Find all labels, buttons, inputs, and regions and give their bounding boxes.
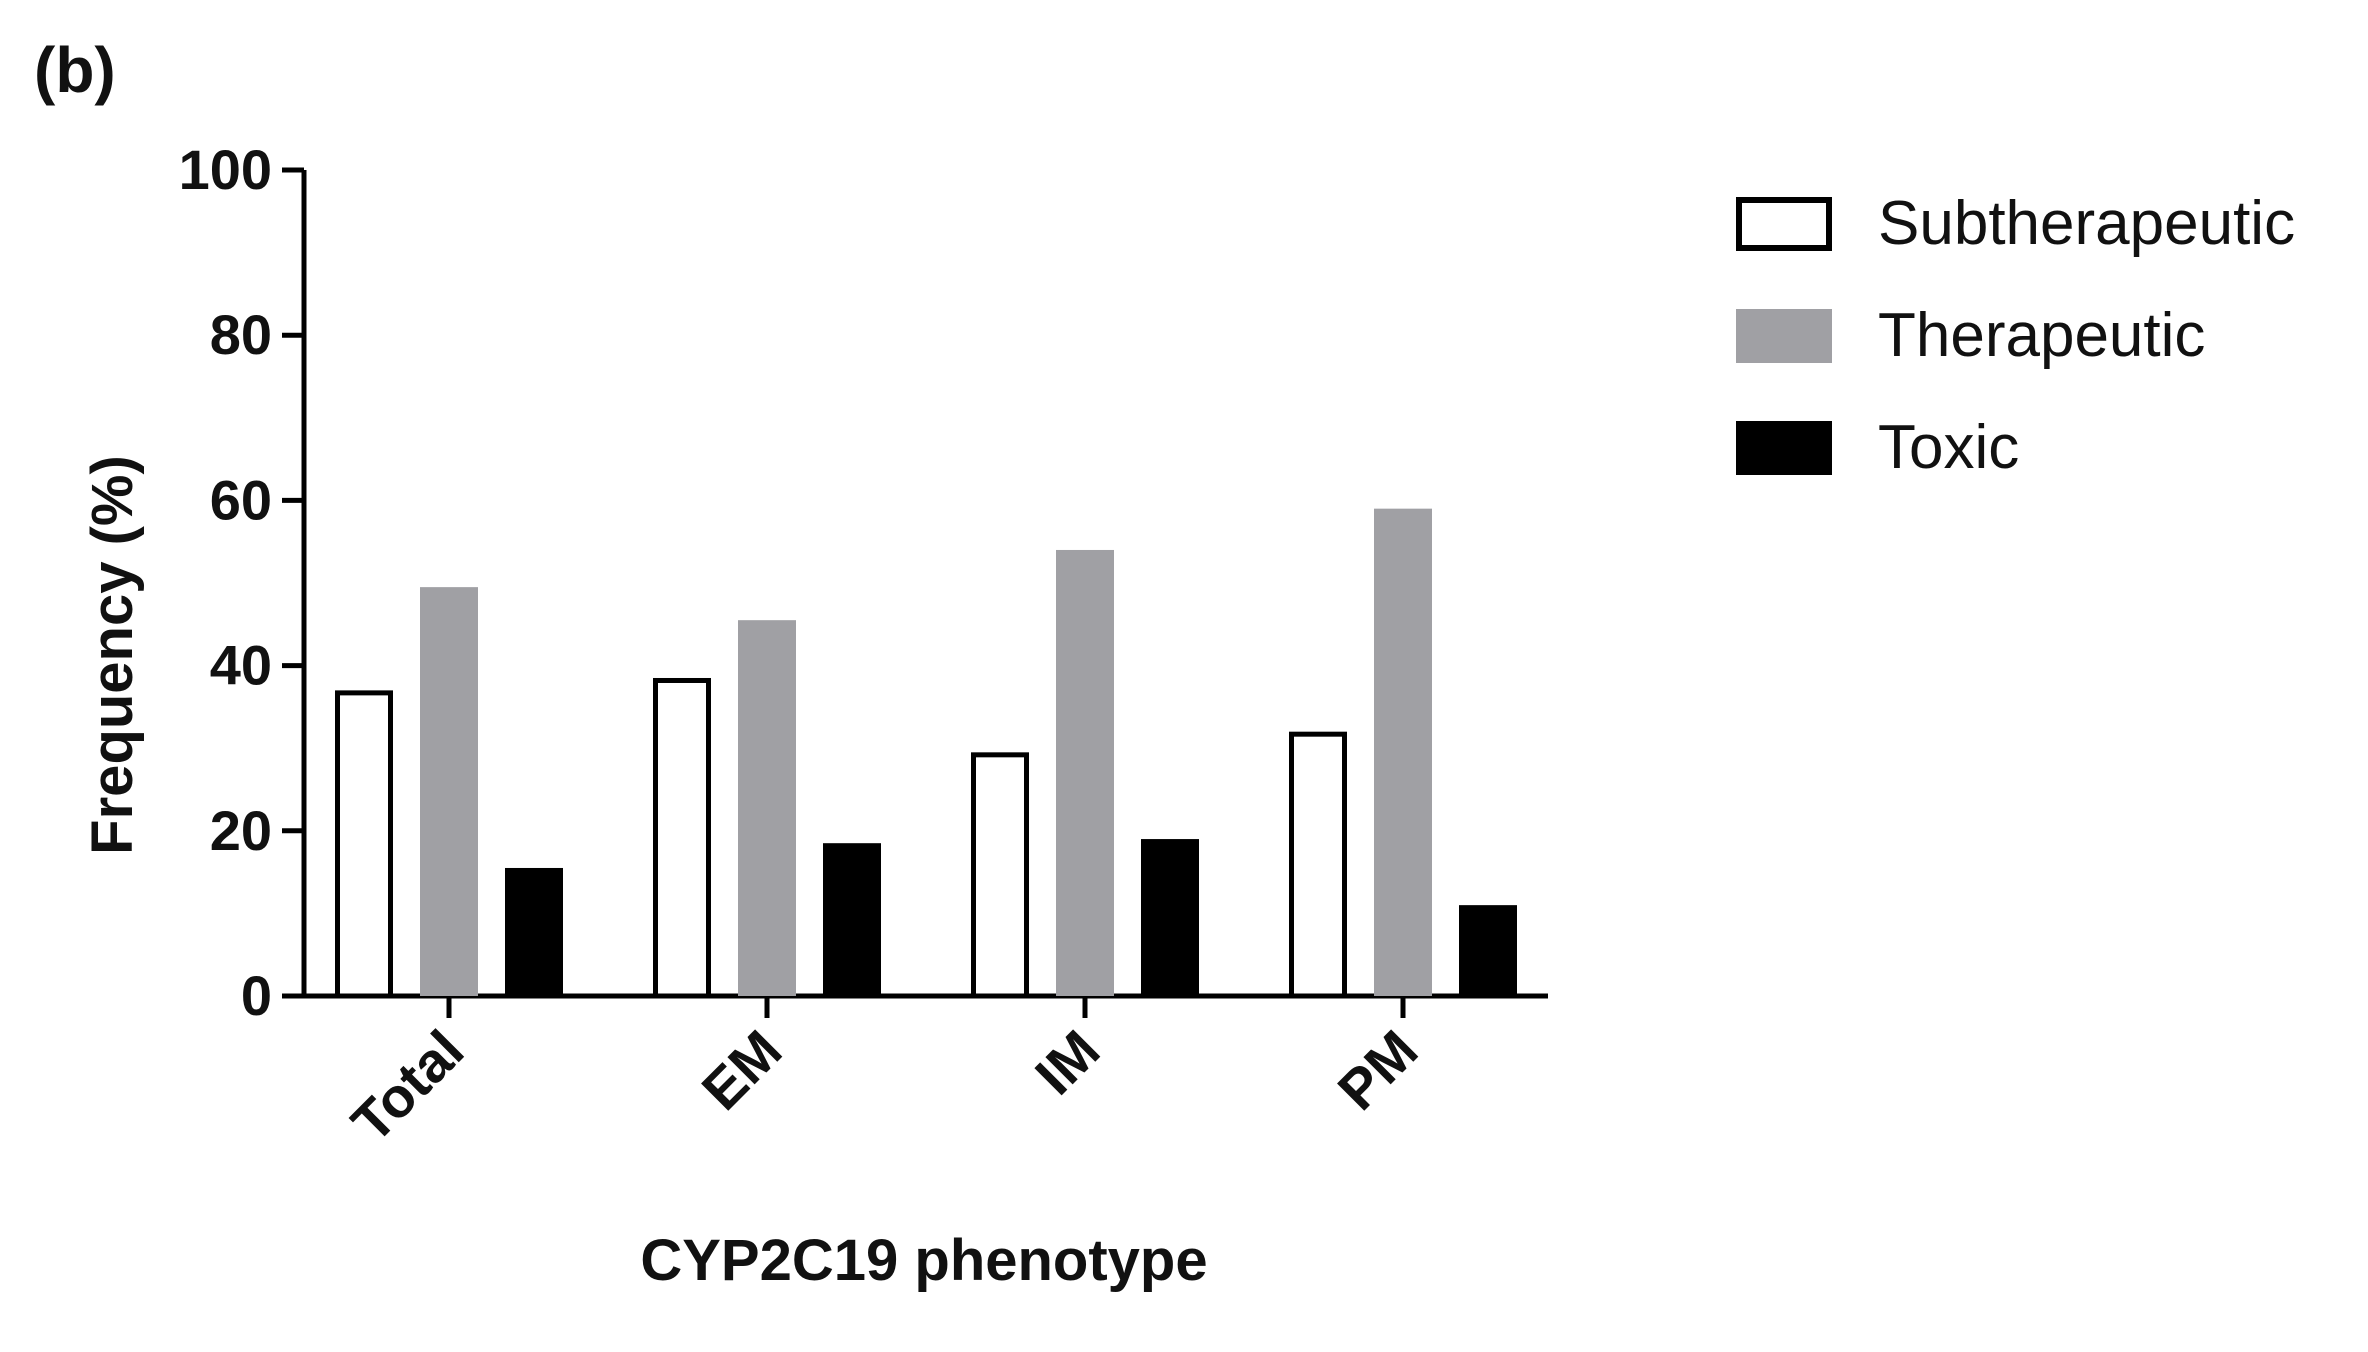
legend-label-toxic: Toxic — [1878, 413, 2019, 482]
bar-therapeutic-em — [738, 620, 796, 996]
bar-subtherapeutic-im — [971, 752, 1029, 999]
bar-therapeutic-total — [420, 587, 478, 996]
legend: Subtherapeutic Therapeutic Toxic — [1736, 189, 2295, 482]
legend-swatch-toxic — [1736, 421, 1832, 475]
bar-toxic-im — [1141, 839, 1199, 996]
y-tick-label: 40 — [210, 634, 272, 697]
bars — [335, 508, 1517, 999]
x-tick-label: Total — [339, 1018, 475, 1154]
bar-therapeutic-pm — [1374, 508, 1432, 996]
legend-swatch-subtherapeutic — [1736, 197, 1832, 251]
bar-toxic-total — [505, 867, 563, 996]
x-tick-label: PM — [1326, 1018, 1430, 1122]
y-tick-label: 100 — [179, 138, 272, 201]
x-axis: Total EM IM PM — [302, 993, 1548, 1154]
bar-subtherapeutic-total — [335, 690, 393, 999]
panel-label: (b) — [34, 34, 116, 106]
y-tick-label: 80 — [210, 303, 272, 366]
legend-label-subtherapeutic: Subtherapeutic — [1878, 189, 2295, 258]
bar-subtherapeutic-pm — [1289, 731, 1347, 999]
y-axis-label: Frequency (%) — [80, 455, 145, 855]
legend-label-therapeutic: Therapeutic — [1878, 301, 2205, 370]
bar-toxic-em — [823, 843, 881, 996]
x-tick-label: IM — [1023, 1018, 1112, 1107]
y-tick-label: 60 — [210, 468, 272, 531]
y-tick-label: 20 — [210, 799, 272, 862]
x-tick-label: EM — [690, 1018, 794, 1122]
y-axis: 0 20 40 60 80 100 — [179, 138, 307, 1027]
y-tick-label: 0 — [241, 964, 272, 1027]
legend-swatch-therapeutic — [1736, 309, 1832, 363]
x-axis-label: CYP2C19 phenotype — [640, 1228, 1207, 1293]
bar-therapeutic-im — [1056, 549, 1114, 996]
bar-subtherapeutic-em — [653, 677, 711, 999]
bar-toxic-pm — [1459, 905, 1517, 996]
